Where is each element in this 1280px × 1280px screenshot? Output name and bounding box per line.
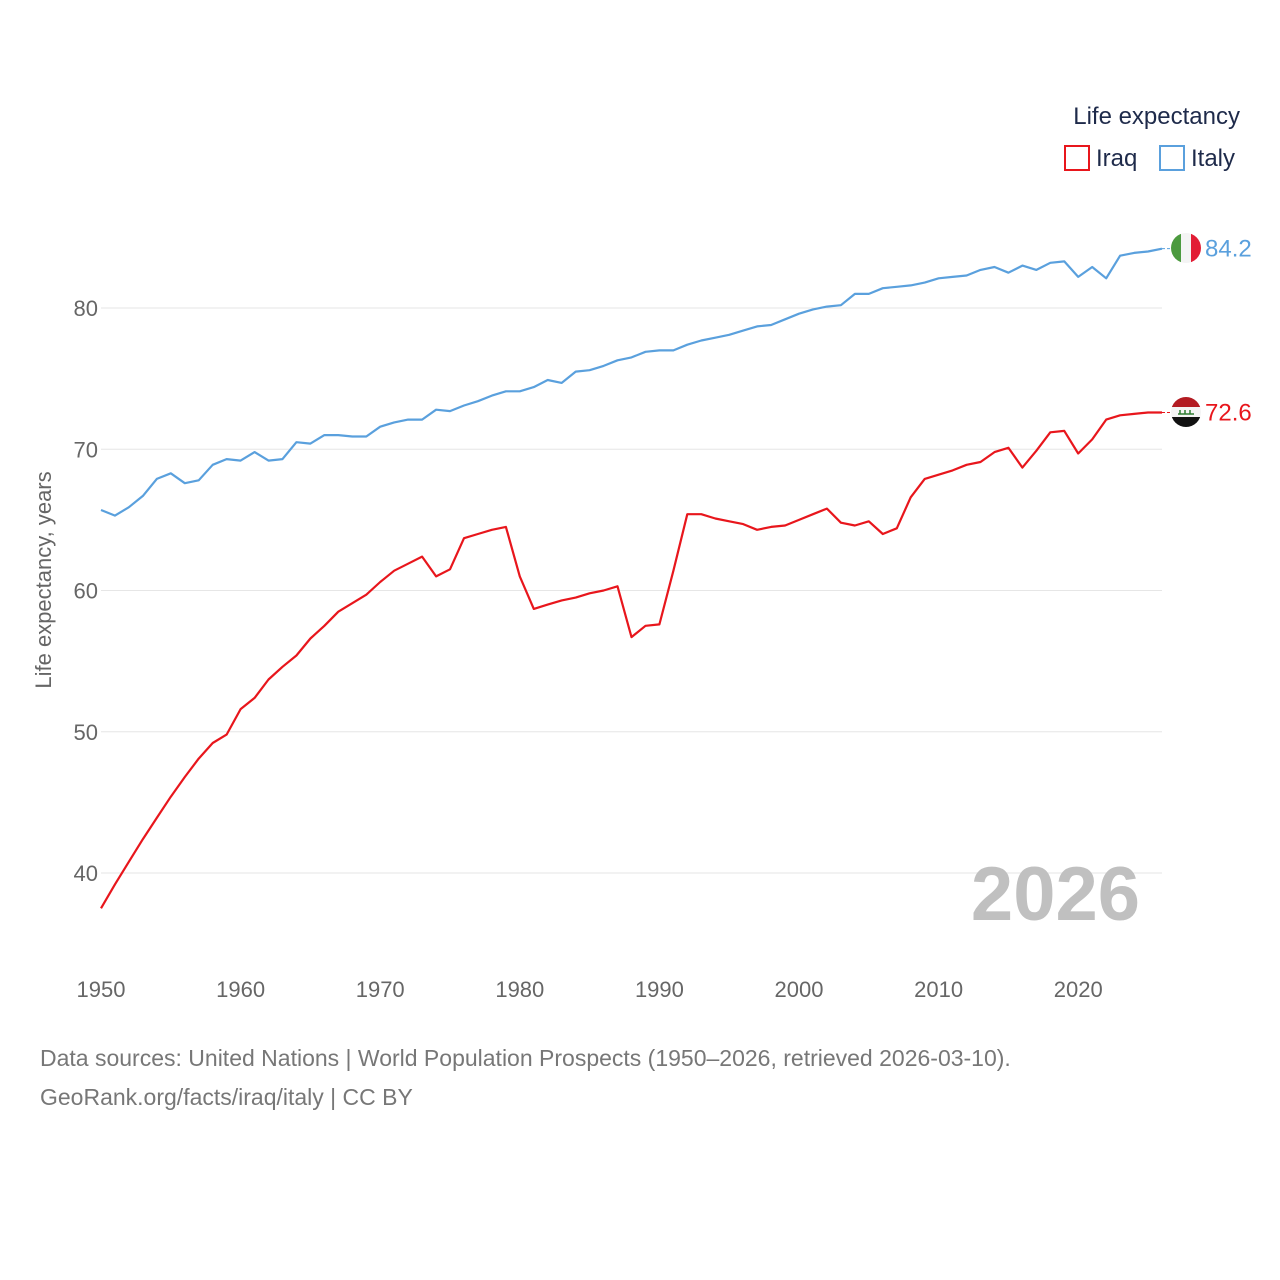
current-year-label: 2026: [971, 852, 1140, 937]
y-tick-label: 40: [74, 861, 98, 886]
gridlines: [101, 307, 1162, 874]
credit-link[interactable]: GeoRank.org/facts/iraq/italy | CC BY: [40, 1084, 413, 1110]
end-value-label-italy: 84.2: [1205, 236, 1252, 263]
x-tick-label: 1960: [216, 977, 265, 1002]
data-sources-note: Data sources: United Nations | World Pop…: [40, 1045, 1011, 1071]
y-tick-label: 70: [74, 437, 98, 462]
x-tick-label: 1970: [356, 977, 405, 1002]
series-line-iraq[interactable]: [100, 411, 1162, 909]
x-tick-label: 2010: [914, 977, 963, 1002]
x-tick-label: 1990: [635, 977, 684, 1002]
chart: 40 50 60 70 80 1950 1960 1970 1980 1990 2000 2010 2…: [31, 103, 1252, 1002]
y-tick-label: 60: [74, 579, 98, 604]
y-tick-label: 50: [74, 720, 98, 745]
legend: Life expectancy Iraq Italy: [1064, 103, 1240, 172]
end-value-label-iraq: 72.6: [1205, 400, 1252, 427]
x-tick-label: 1950: [77, 977, 126, 1002]
legend-swatch-iraq: [1064, 145, 1090, 171]
legend-item-iraq[interactable]: Iraq: [1064, 145, 1137, 172]
y-tick-label: 80: [74, 296, 98, 321]
legend-swatch-italy: [1159, 145, 1185, 171]
y-axis: 40 50 60 70 80: [74, 296, 98, 886]
legend-item-italy[interactable]: Italy: [1159, 145, 1235, 172]
x-axis: 1950 1960 1970 1980 1990 2000 2010 2020: [77, 977, 1103, 1002]
legend-title: Life expectancy: [1073, 103, 1240, 130]
legend-label-iraq: Iraq: [1096, 145, 1137, 172]
series-line-italy[interactable]: [100, 247, 1163, 517]
x-tick-label: 2020: [1054, 977, 1103, 1002]
iraq-flag-icon: [1171, 397, 1201, 427]
x-tick-label: 1980: [495, 977, 544, 1002]
legend-label-italy: Italy: [1191, 145, 1235, 172]
end-labels: 72.6 84.2: [1162, 236, 1252, 427]
italy-flag-icon: [1171, 233, 1201, 263]
y-axis-label: Life expectancy, years: [31, 471, 56, 688]
series-lines: [100, 247, 1163, 909]
x-tick-label: 2000: [775, 977, 824, 1002]
